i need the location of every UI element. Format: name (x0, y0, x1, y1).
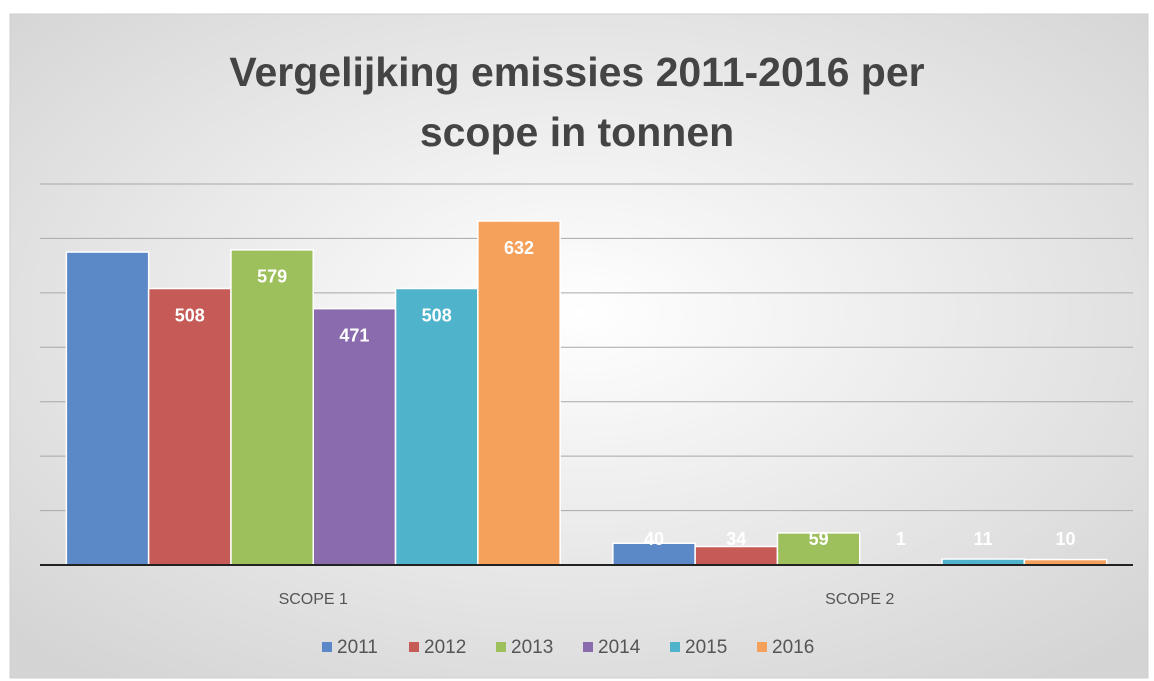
legend-label: 2016 (772, 637, 814, 658)
legend-label: 2013 (511, 637, 553, 658)
legend-label: 2014 (598, 637, 641, 658)
data-label: 59 (809, 529, 829, 549)
x-tick-label: SCOPE 1 (279, 591, 348, 608)
data-label: 508 (175, 305, 205, 325)
data-label: 1 (896, 529, 906, 549)
bar (65, 251, 150, 566)
bar (394, 287, 479, 566)
legend-label: 2015 (685, 637, 727, 658)
data-label: 34 (726, 529, 746, 549)
legend-swatch (409, 642, 419, 652)
data-label: 579 (257, 267, 287, 287)
data-label: 10 (1055, 529, 1075, 549)
data-label: 40 (644, 529, 664, 549)
chart-title: Vergelijking emissies 2011-2016 per scop… (229, 49, 925, 155)
data-label: 471 (339, 325, 369, 345)
bar (312, 307, 397, 566)
bar (477, 220, 561, 566)
legend-swatch (757, 642, 767, 652)
bar (694, 545, 779, 566)
bar (776, 532, 861, 566)
legend-swatch (583, 642, 593, 652)
bar (230, 249, 314, 566)
legend-swatch (322, 642, 332, 652)
legend-swatch (496, 642, 506, 652)
data-label: 508 (422, 305, 452, 325)
data-label: 632 (504, 238, 534, 258)
legend-swatch (670, 642, 680, 652)
x-tick-label: SCOPE 2 (825, 591, 894, 608)
legend-label: 2012 (424, 637, 466, 658)
bar (147, 287, 232, 566)
title-box: Vergelijking emissies 2011-2016 per scop… (0, 42, 1154, 162)
data-label: 11 (974, 529, 993, 549)
legend-label: 2011 (337, 637, 378, 658)
